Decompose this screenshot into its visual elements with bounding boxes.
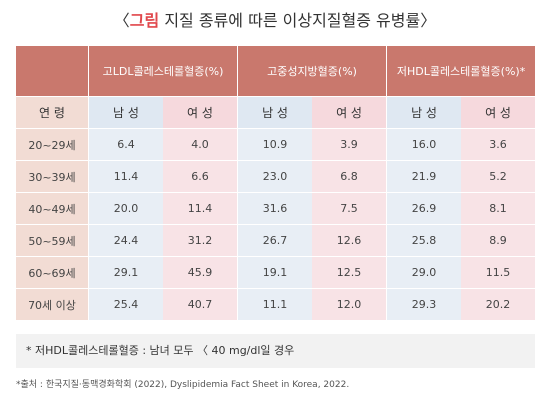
title-open-bracket: 〈 (113, 11, 130, 30)
value-cell: 11.1 (238, 289, 313, 321)
prevalence-table: 고LDL콜레스테롤혈증(%) 고중성지방혈증(%) 저HDL콜레스테롤혈증(%)… (16, 46, 536, 321)
table-row: 40~49세 20.0 11.4 31.6 7.5 26.9 8.1 (16, 193, 536, 225)
value-cell: 7.5 (312, 193, 388, 225)
value-cell: 6.4 (89, 129, 163, 161)
table-sub-header: 연 령 남 성 여 성 남 성 여 성 남 성 여 성 (16, 97, 536, 129)
value-cell: 20.2 (461, 289, 536, 321)
title-close-bracket: 〉 (420, 11, 437, 30)
value-cell: 40.7 (163, 289, 239, 321)
header-blank-cell (16, 46, 89, 97)
value-cell: 31.6 (238, 193, 313, 225)
value-cell: 24.4 (89, 225, 163, 257)
female-column-header: 여 성 (461, 97, 536, 129)
value-cell: 26.7 (238, 225, 313, 257)
value-cell: 29.0 (387, 257, 462, 289)
value-cell: 5.2 (461, 161, 536, 193)
footnote-box: * 저HDL콜레스테롤혈증 : 남녀 모두 〈 40 mg/dl일 경우 (16, 334, 535, 368)
female-column-header: 여 성 (163, 97, 239, 129)
value-cell: 10.9 (238, 129, 313, 161)
value-cell: 6.8 (312, 161, 388, 193)
table-row: 60~69세 29.1 45.9 19.1 12.5 29.0 11.5 (16, 257, 536, 289)
age-cell: 70세 이상 (16, 289, 89, 321)
value-cell: 16.0 (387, 129, 462, 161)
table-row: 50~59세 24.4 31.2 26.7 12.6 25.8 8.9 (16, 225, 536, 257)
female-column-header: 여 성 (312, 97, 388, 129)
male-column-header: 남 성 (387, 97, 462, 129)
value-cell: 26.9 (387, 193, 462, 225)
group-header-high-ldl: 고LDL콜레스테롤혈증(%) (89, 46, 239, 97)
age-cell: 60~69세 (16, 257, 89, 289)
value-cell: 12.0 (312, 289, 388, 321)
value-cell: 20.0 (89, 193, 163, 225)
value-cell: 19.1 (238, 257, 313, 289)
value-cell: 12.6 (312, 225, 388, 257)
age-cell: 30~39세 (16, 161, 89, 193)
male-column-header: 남 성 (238, 97, 313, 129)
table-row: 30~39세 11.4 6.6 23.0 6.8 21.9 5.2 (16, 161, 536, 193)
value-cell: 21.9 (387, 161, 462, 193)
value-cell: 29.3 (387, 289, 462, 321)
group-header-high-tg: 고중성지방혈증(%) (238, 46, 388, 97)
title-accent: 그림 (129, 11, 160, 30)
title-text: 지질 종류에 따른 이상지질혈증 유병률 (159, 11, 421, 30)
value-cell: 4.0 (163, 129, 239, 161)
age-cell: 50~59세 (16, 225, 89, 257)
table-group-header: 고LDL콜레스테롤혈증(%) 고중성지방혈증(%) 저HDL콜레스테롤혈증(%)… (16, 46, 536, 97)
value-cell: 3.9 (312, 129, 388, 161)
male-column-header: 남 성 (89, 97, 163, 129)
value-cell: 31.2 (163, 225, 239, 257)
value-cell: 11.4 (163, 193, 239, 225)
table-row: 70세 이상 25.4 40.7 11.1 12.0 29.3 20.2 (16, 289, 536, 321)
value-cell: 11.4 (89, 161, 163, 193)
value-cell: 29.1 (89, 257, 163, 289)
value-cell: 8.9 (461, 225, 536, 257)
source-citation: *출처 : 한국지질·동맥경화학회 (2022), Dyslipidemia F… (16, 380, 350, 390)
value-cell: 23.0 (238, 161, 313, 193)
age-cell: 40~49세 (16, 193, 89, 225)
age-column-header: 연 령 (16, 97, 89, 129)
value-cell: 25.4 (89, 289, 163, 321)
value-cell: 6.6 (163, 161, 239, 193)
group-header-low-hdl: 저HDL콜레스테롤혈증(%)* (387, 46, 536, 97)
value-cell: 45.9 (163, 257, 239, 289)
age-cell: 20~29세 (16, 129, 89, 161)
value-cell: 11.5 (461, 257, 536, 289)
table-row: 20~29세 6.4 4.0 10.9 3.9 16.0 3.6 (16, 129, 536, 161)
value-cell: 3.6 (461, 129, 536, 161)
value-cell: 8.1 (461, 193, 536, 225)
figure-title: 〈그림 지질 종류에 따른 이상지질혈증 유병률〉 (0, 8, 550, 34)
value-cell: 25.8 (387, 225, 462, 257)
value-cell: 12.5 (312, 257, 388, 289)
